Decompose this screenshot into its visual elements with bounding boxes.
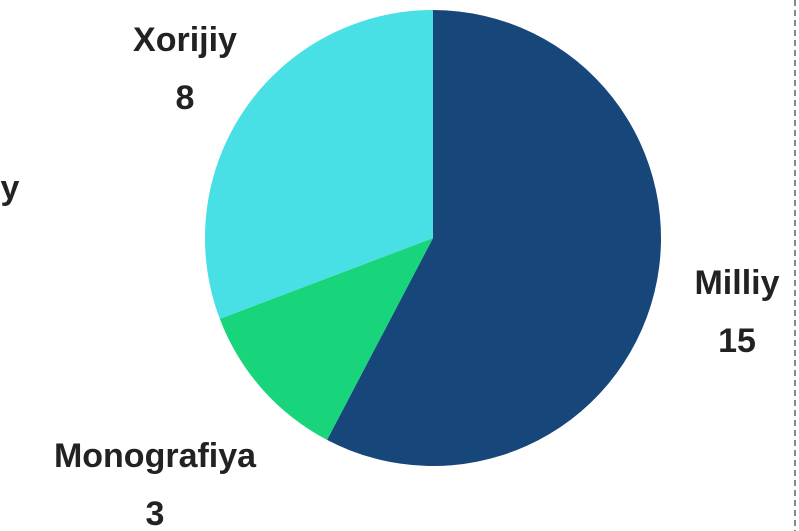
pie-slice	[327, 10, 661, 466]
slice-label: Milliy	[694, 264, 779, 302]
slice-label: Xorijiy	[133, 21, 237, 59]
pie-slice	[219, 238, 433, 440]
value-label: 8	[176, 79, 195, 117]
value-label: 3	[146, 495, 165, 531]
value-label: 15	[718, 322, 756, 360]
clipped-label: y	[1, 169, 20, 207]
pie-slice	[204, 10, 433, 319]
slice-label: Monografiya	[54, 437, 257, 475]
